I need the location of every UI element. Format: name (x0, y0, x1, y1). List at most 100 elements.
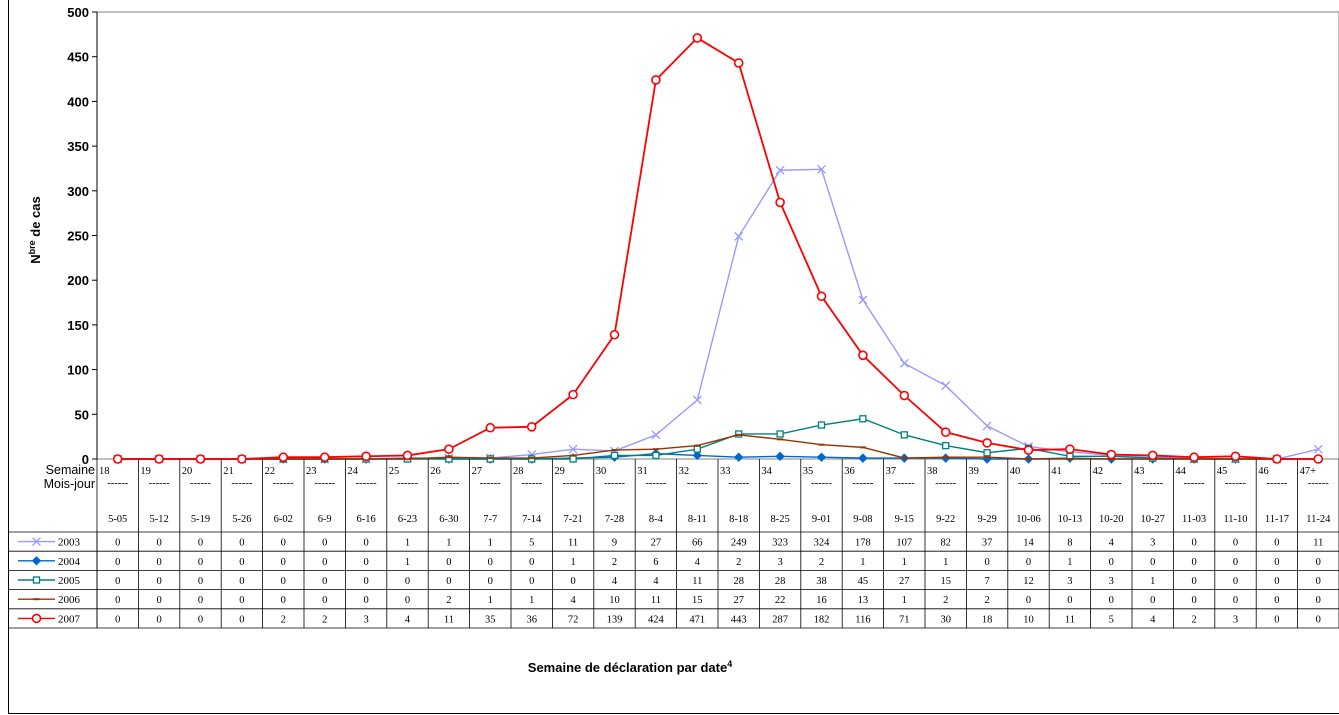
week-label: 27 (472, 466, 483, 477)
data-point-2005 (652, 451, 660, 460)
separator-label: ------ (563, 478, 584, 489)
date-label: 7-21 (563, 514, 582, 525)
data-point-2007 (1230, 451, 1241, 462)
data-point-2003 (651, 430, 661, 440)
week-label: 39 (968, 466, 979, 477)
table-cell: 0 (363, 595, 368, 606)
table-cell: 2 (612, 557, 617, 568)
separator-label: ------ (770, 478, 791, 489)
separator-label: ------ (1018, 478, 1039, 489)
table-cell: 66 (692, 538, 703, 549)
legend-marker-2003 (32, 537, 41, 547)
table-cell: 1 (860, 557, 865, 568)
week-label: 29 (554, 466, 565, 477)
table-cell: 4 (1150, 614, 1156, 625)
table-cell: 0 (1233, 595, 1238, 606)
date-label: 5-26 (232, 514, 251, 525)
legend-marker-2004 (31, 556, 42, 566)
table-cell: 12 (1023, 576, 1034, 587)
table-cell: 0 (156, 557, 161, 568)
table-cell: 116 (855, 614, 870, 625)
y-axis-title: Nbre de cas (27, 196, 43, 264)
table-cell: 0 (1316, 557, 1321, 568)
date-label: 8-11 (688, 514, 707, 525)
table-cell: 0 (1274, 614, 1279, 625)
table-cell: 27 (651, 538, 662, 549)
table-cell: 2 (281, 614, 286, 625)
data-point-2007 (899, 390, 910, 401)
table-cell: 424 (648, 614, 665, 625)
table-cell: 0 (529, 557, 534, 568)
week-label: 18 (99, 466, 110, 477)
table-cell: 16 (816, 595, 827, 606)
table-cell: 38 (816, 576, 827, 587)
table-cell: 0 (281, 576, 286, 587)
table-cell: 0 (156, 614, 161, 625)
separator-label: ------ (935, 478, 956, 489)
table-cell: 249 (731, 538, 747, 549)
data-point-2007 (1147, 450, 1158, 461)
table-cell: 2 (736, 557, 741, 568)
data-point-2003 (941, 381, 951, 391)
table-cell: 18 (982, 614, 993, 625)
data-point-2007 (982, 438, 992, 448)
separator-label: ------ (1059, 478, 1080, 489)
legend-label-2006: 2006 (58, 594, 81, 606)
table-cell: 0 (322, 576, 327, 587)
table-cell: 71 (899, 614, 910, 625)
table-cell: 0 (363, 538, 368, 549)
chart-frame (8, 0, 1339, 714)
table-cell: 0 (446, 576, 451, 587)
data-point-2007 (112, 454, 123, 464)
data-point-2007 (319, 452, 330, 463)
table-cell: 0 (239, 557, 244, 568)
data-point-2007 (402, 450, 413, 461)
week-label: 21 (223, 466, 234, 477)
table-cell: 0 (488, 576, 493, 587)
table-cell: 4 (612, 576, 618, 587)
table-cell: 22 (775, 595, 786, 606)
table-cell: 1 (529, 595, 534, 606)
week-label: 32 (679, 466, 690, 477)
date-label: 9-29 (977, 514, 996, 525)
separator-label: ------ (356, 478, 377, 489)
y-tick-label: 300 (67, 184, 89, 199)
table-cell: 1 (902, 595, 907, 606)
separator-label: ------ (1101, 478, 1122, 489)
week-label: 31 (637, 466, 648, 477)
table-cell: 0 (281, 538, 286, 549)
data-point-2007 (1065, 444, 1075, 454)
plot-border (96, 11, 1339, 460)
week-label: 23 (306, 466, 317, 477)
legend-label-2007: 2007 (58, 613, 81, 625)
data-point-2004 (775, 451, 785, 462)
table-cell: 178 (855, 538, 871, 549)
table-cell: 3 (363, 614, 368, 625)
week-label: 41 (1051, 466, 1062, 477)
data-point-2007 (940, 427, 951, 437)
week-label: 36 (844, 466, 855, 477)
table-cell: 182 (814, 614, 830, 625)
table-cell: 0 (1191, 595, 1196, 606)
data-point-2007 (1106, 449, 1117, 460)
data-point-2005 (983, 449, 991, 457)
table-cell: 0 (239, 576, 244, 587)
data-point-2003 (692, 395, 702, 405)
week-label: 45 (1217, 466, 1228, 477)
legend-entry-2007: 2007 (18, 613, 81, 625)
table-cell: 0 (281, 557, 286, 568)
separator-label: ------ (852, 478, 873, 489)
series-lines (112, 33, 1324, 464)
table-cell: 15 (940, 576, 951, 587)
y-axis: 0 50 100 150 200 250 300 350 400 450 500 (67, 5, 98, 467)
table-cell: 1 (488, 595, 493, 606)
table-cell: 0 (1109, 557, 1114, 568)
week-label: 40 (1010, 466, 1021, 477)
data-point-2007 (195, 454, 206, 464)
table-cell: 0 (405, 576, 410, 587)
legend-label-2005: 2005 (58, 575, 81, 587)
table-cell: 0 (529, 576, 534, 587)
data-point-2005 (610, 451, 619, 460)
data-point-2005 (776, 430, 784, 438)
table-cell: 0 (1274, 576, 1279, 587)
